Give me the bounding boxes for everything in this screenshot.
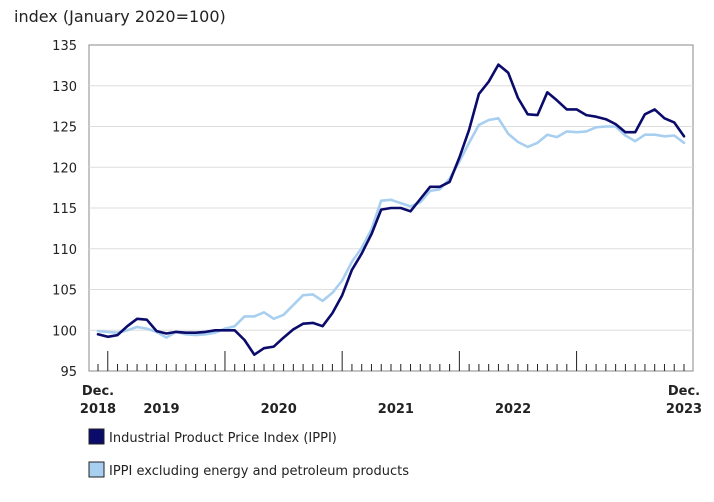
series-line-ippi-excluding-energy: [96, 117, 686, 339]
x-axis-ticks: [97, 351, 685, 371]
legend-swatch-ippi-excluding-energy: [88, 461, 105, 478]
x-label-month-5: Dec.: [668, 384, 700, 399]
gridlines: [89, 85, 693, 331]
y-tick-label-130: 130: [52, 80, 77, 95]
y-tick-label-95: 95: [60, 365, 77, 380]
y-tick-label-105: 105: [52, 284, 77, 299]
y-tick-label-110: 110: [52, 243, 77, 258]
legend-swatch-ippi: [88, 428, 105, 445]
series-lines: [96, 63, 686, 357]
y-tick-label-115: 115: [52, 202, 77, 217]
x-label-month-0: Dec.: [82, 384, 114, 399]
y-axis-title: index (January 2020=100): [14, 7, 226, 26]
y-tick-label-135: 135: [52, 39, 77, 54]
series-line-ippi: [96, 63, 686, 357]
x-label-year-2018: 2018: [80, 402, 116, 417]
x-label-year-2020: 2020: [261, 402, 297, 417]
x-label-year-2019: 2019: [143, 402, 179, 417]
x-label-year-2022: 2022: [495, 402, 531, 417]
y-tick-label-120: 120: [52, 161, 77, 176]
legend: Industrial Product Price Index (IPPI) IPP…: [88, 428, 409, 479]
legend-label-ippi-excluding-energy: IPPI excluding energy and petroleum prod…: [109, 464, 409, 479]
x-label-year-2021: 2021: [378, 402, 414, 417]
legend-label-ippi: Industrial Product Price Index (IPPI): [109, 431, 337, 446]
y-axis-tick-labels: 95 100 105 110 115 120 125 130 135: [52, 39, 77, 380]
x-axis-tick-labels: Dec. 2018 2019 2020 2021 2022 Dec. 2023: [80, 384, 702, 417]
x-label-year-2023: 2023: [666, 402, 702, 417]
y-tick-label-100: 100: [52, 324, 77, 339]
y-tick-label-125: 125: [52, 121, 77, 136]
